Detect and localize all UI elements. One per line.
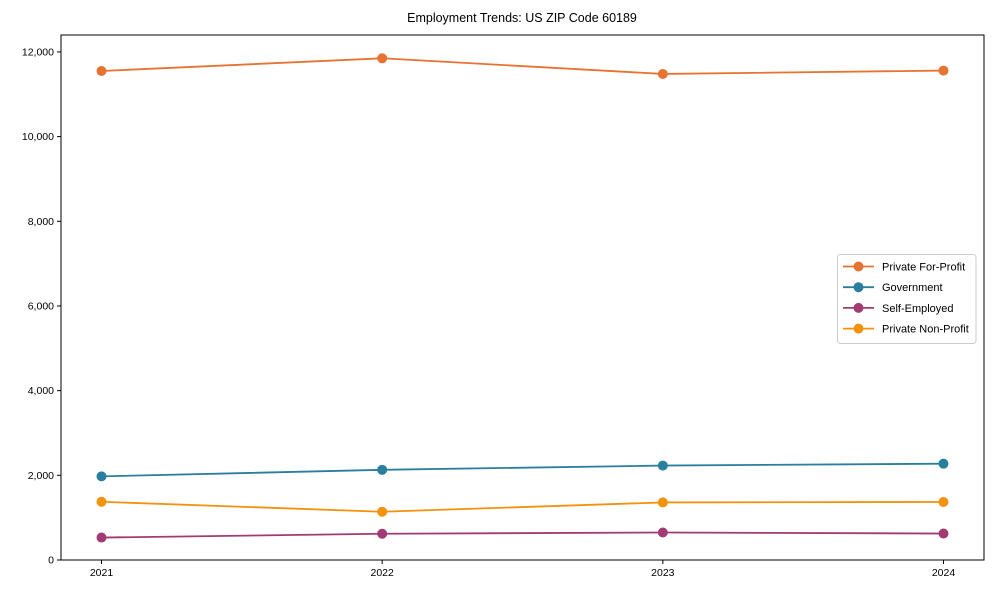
y-tick-label: 0 <box>48 555 54 567</box>
axes-layer: 0 2,000 4,000 6,000 8,000 10,000 12,000 2021 202… <box>22 34 985 579</box>
legend-label: Private Non-Profit <box>882 324 969 336</box>
data-point-marker <box>96 65 107 76</box>
series-layer <box>96 53 949 543</box>
chart-title: Employment Trends: US ZIP Code 60189 <box>407 11 637 25</box>
legend-layer: Private For-Profit Government Self-Employe… <box>837 254 977 344</box>
data-point-marker <box>657 68 668 79</box>
data-point-marker <box>377 464 388 475</box>
legend-entry: Government <box>843 282 943 294</box>
data-point-marker <box>96 471 107 482</box>
series-line <box>101 57 944 75</box>
legend-marker-icon <box>853 282 864 293</box>
data-point-marker <box>96 532 107 543</box>
y-tick-label: 12,000 <box>22 46 54 58</box>
data-point-marker <box>657 527 668 538</box>
legend-entry: Private For-Profit <box>843 261 965 274</box>
legend-marker-icon <box>853 302 864 313</box>
legend-marker-icon <box>853 261 864 272</box>
series-line <box>101 500 944 513</box>
y-tick-label: 10,000 <box>22 131 54 143</box>
data-point-marker <box>377 528 388 539</box>
y-tick-label: 8,000 <box>28 216 54 228</box>
legend-entry: Self-Employed <box>843 302 954 315</box>
data-point-marker <box>938 458 949 469</box>
x-tick-label: 2023 <box>651 567 675 579</box>
legend-marker-icon <box>853 323 864 334</box>
data-point-marker <box>938 65 949 76</box>
y-tick-label: 2,000 <box>28 470 54 482</box>
legend-entry: Private Non-Profit <box>843 323 969 336</box>
legend-label: Private For-Profit <box>882 262 965 274</box>
data-point-marker <box>96 496 107 507</box>
legend-box <box>837 254 977 344</box>
data-point-marker <box>938 528 949 539</box>
x-tick-label: 2024 <box>932 567 956 579</box>
data-point-marker <box>657 460 668 471</box>
data-point-marker <box>657 497 668 508</box>
x-tick-label: 2022 <box>370 567 394 579</box>
axes-spines <box>60 34 985 561</box>
data-point-marker <box>377 53 388 64</box>
data-point-marker <box>938 496 949 507</box>
data-point-marker <box>377 506 388 517</box>
series-line <box>101 462 944 478</box>
series-line <box>101 531 944 539</box>
y-tick-label: 4,000 <box>28 385 54 397</box>
x-tick-label: 2021 <box>90 567 114 579</box>
legend-label: Government <box>882 282 943 294</box>
legend-label: Self-Employed <box>882 303 954 315</box>
y-tick-label: 6,000 <box>28 300 54 312</box>
